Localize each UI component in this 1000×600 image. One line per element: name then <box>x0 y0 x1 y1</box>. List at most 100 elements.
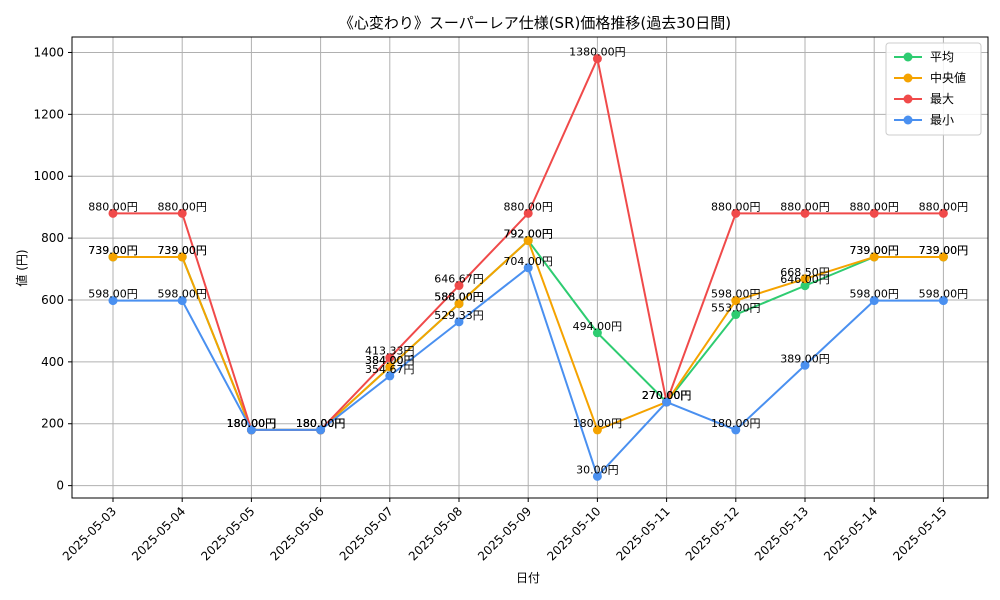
plot-frame <box>71 36 989 499</box>
legend-box <box>885 42 982 136</box>
y-axis: 0 200 400 600 800 1000 1200 1400 <box>33 45 72 493</box>
data-point <box>869 252 879 262</box>
x-tick-label: 2025-05-03 <box>60 504 119 563</box>
x-axis-label: 日付 <box>516 571 540 585</box>
data-point <box>938 252 948 262</box>
data-label: 739.00円 <box>88 244 138 257</box>
data-label: 739.00円 <box>849 244 899 257</box>
data-label: 880.00円 <box>711 200 761 213</box>
data-label: 668.50円 <box>780 266 830 279</box>
legend-swatch-marker <box>903 94 913 104</box>
x-tick-label: 2025-05-12 <box>683 504 742 563</box>
data-label: 270.00円 <box>642 389 692 402</box>
series-layer <box>108 54 948 481</box>
data-point <box>662 397 672 407</box>
x-tick-label: 2025-05-14 <box>821 504 880 563</box>
data-point <box>385 353 395 363</box>
data-point <box>246 425 256 435</box>
y-tick-label: 800 <box>41 231 64 245</box>
legend-swatch-marker <box>903 52 913 62</box>
data-label: 529.33円 <box>434 309 484 322</box>
data-label: 588.00円 <box>434 291 484 304</box>
y-axis-label: 値 (円) <box>14 249 29 286</box>
data-point <box>385 362 395 372</box>
data-label: 880.00円 <box>503 200 553 213</box>
data-label: 739.00円 <box>919 244 969 257</box>
data-label: 180.00円 <box>296 417 346 430</box>
data-label: 646.67円 <box>434 273 484 286</box>
data-label: 598.00円 <box>849 288 899 301</box>
legend-label: 最小 <box>930 113 954 127</box>
data-labels: 739.00円 739.00円 180.00円 180.00円 384.00円 588.0… <box>88 46 968 477</box>
data-point <box>592 471 602 481</box>
data-label: 389.00円 <box>780 352 830 365</box>
y-tick-label: 200 <box>41 417 64 431</box>
y-tick-label: 1400 <box>33 45 64 59</box>
data-label: 180.00円 <box>227 417 277 430</box>
data-label: 792.00円 <box>503 228 553 241</box>
data-label: 880.00円 <box>88 200 138 213</box>
x-tick-label: 2025-05-09 <box>475 504 534 563</box>
data-point <box>177 252 187 262</box>
x-tick-label: 2025-05-10 <box>544 504 603 563</box>
legend-label: 平均 <box>930 50 954 64</box>
y-tick-label: 1200 <box>33 107 64 121</box>
data-label: 739.00円 <box>919 244 969 257</box>
chart-title: 《心変わり》スーパーレア仕様(SR)価格推移(過去30日間) <box>339 14 731 32</box>
data-label: 180.00円 <box>573 417 623 430</box>
data-label: 413.33円 <box>365 345 415 358</box>
y-tick-label: 1000 <box>33 169 64 183</box>
data-point <box>523 263 533 273</box>
data-point <box>177 296 187 306</box>
data-point <box>108 296 118 306</box>
data-point <box>454 281 464 291</box>
data-label: 880.00円 <box>849 200 899 213</box>
data-label: 739.00円 <box>88 244 138 257</box>
data-label: 384.00円 <box>365 354 415 367</box>
data-point <box>800 208 810 218</box>
x-tick-label: 2025-05-11 <box>614 504 673 563</box>
data-label: 553.00円 <box>711 302 761 315</box>
data-label: 880.00円 <box>919 200 969 213</box>
data-point <box>454 317 464 327</box>
data-point <box>592 425 602 435</box>
data-label: 588.00円 <box>434 291 484 304</box>
data-label: 598.00円 <box>711 288 761 301</box>
data-label: 180.00円 <box>296 417 346 430</box>
x-tick-label: 2025-05-15 <box>890 504 949 563</box>
data-label: 739.00円 <box>157 244 207 257</box>
data-point <box>869 296 879 306</box>
data-point <box>385 371 395 381</box>
data-label: 598.00円 <box>88 288 138 301</box>
data-label: 270.00円 <box>642 389 692 402</box>
data-label: 598.00円 <box>919 288 969 301</box>
data-label: 494.00円 <box>573 320 623 333</box>
data-point <box>177 208 187 218</box>
x-tick-label: 2025-05-07 <box>337 504 396 563</box>
legend-label: 中央値 <box>930 70 966 85</box>
legend-label: 最大 <box>930 92 954 106</box>
data-point <box>592 54 602 64</box>
data-label: 180.00円 <box>227 417 277 430</box>
data-label: 739.00円 <box>157 244 207 257</box>
x-tick-label: 2025-05-04 <box>129 504 188 563</box>
data-point <box>108 208 118 218</box>
data-point <box>731 208 741 218</box>
data-label: 180.00円 <box>296 417 346 430</box>
y-tick-label: 0 <box>56 479 64 493</box>
legend-swatch-marker <box>903 73 913 83</box>
data-label: 180.00円 <box>711 417 761 430</box>
data-point <box>938 208 948 218</box>
data-point <box>108 252 118 262</box>
data-label: 30.00円 <box>576 463 619 476</box>
data-label: 180.00円 <box>227 417 277 430</box>
y-tick-label: 400 <box>41 355 64 369</box>
data-point <box>800 360 810 370</box>
data-point <box>938 296 948 306</box>
x-tick-label: 2025-05-13 <box>752 504 811 563</box>
data-label: 880.00円 <box>780 200 830 213</box>
data-label: 792.00円 <box>503 228 553 241</box>
y-tick-label: 600 <box>41 293 64 307</box>
data-label: 180.00円 <box>227 417 277 430</box>
x-axis: 2025-05-03 2025-05-04 2025-05-05 2025-05-06… <box>60 498 950 563</box>
